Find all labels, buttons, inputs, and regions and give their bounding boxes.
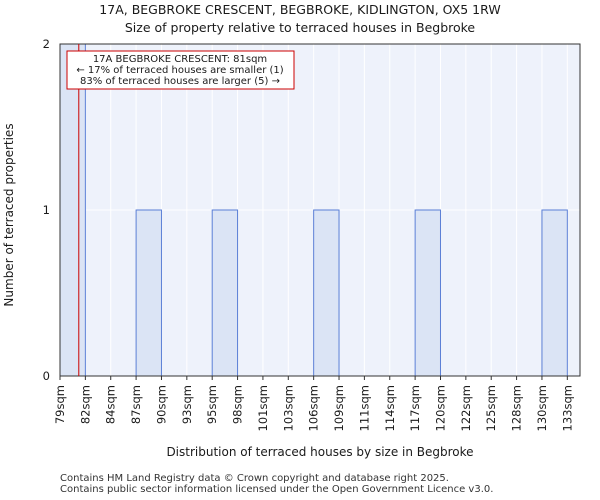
x-tick-label: 79sqm bbox=[53, 385, 67, 424]
y-tick-label: 1 bbox=[43, 203, 50, 217]
footer-line-2: Contains public sector information licen… bbox=[60, 484, 494, 495]
x-tick-label: 109sqm bbox=[332, 385, 346, 431]
x-tick-label: 133sqm bbox=[560, 385, 574, 431]
annotation-box: 17A BEGBROKE CRESCENT: 81sqm ← 17% of te… bbox=[66, 50, 295, 90]
y-tick-label: 2 bbox=[43, 37, 50, 51]
x-tick-label: 128sqm bbox=[510, 385, 524, 431]
annotation-line-2: ← 17% of terraced houses are smaller (1) bbox=[76, 65, 283, 76]
x-tick-label: 95sqm bbox=[205, 385, 219, 424]
chart-title-line-2: Size of property relative to terraced ho… bbox=[125, 20, 476, 35]
x-tick-label: 93sqm bbox=[180, 385, 194, 424]
bar bbox=[135, 209, 162, 377]
y-axis-label: Number of terraced properties bbox=[2, 123, 16, 306]
annotation-line-1: 17A BEGBROKE CRESCENT: 81sqm bbox=[93, 54, 267, 65]
x-tick-label: 122sqm bbox=[459, 385, 473, 431]
plot-frame bbox=[59, 43, 581, 377]
annotation-frame bbox=[66, 50, 295, 90]
bar bbox=[313, 209, 340, 377]
x-tick-label: 125sqm bbox=[484, 385, 498, 431]
x-ticks: 79sqm 82sqm 84sqm 87sqm 90sqm 93sqm 95sqm 98sqm… bbox=[53, 376, 574, 431]
x-tick-label: 90sqm bbox=[154, 385, 168, 424]
x-tick-label: 117sqm bbox=[408, 385, 422, 431]
bars bbox=[59, 43, 568, 377]
annotation-line-3: 83% of terraced houses are larger (5) → bbox=[80, 76, 280, 87]
bar bbox=[414, 209, 441, 377]
x-tick-label: 84sqm bbox=[104, 385, 118, 424]
x-tick-label: 82sqm bbox=[78, 385, 92, 424]
x-tick-label: 111sqm bbox=[357, 385, 371, 431]
x-tick-label: 101sqm bbox=[256, 385, 270, 431]
x-tick-label: 87sqm bbox=[129, 385, 143, 424]
x-tick-label: 120sqm bbox=[433, 385, 447, 431]
x-axis-label: Distribution of terraced houses by size … bbox=[166, 445, 473, 459]
y-ticks: 0 1 2 bbox=[43, 37, 50, 383]
footer-line-1: Contains HM Land Registry data © Crown c… bbox=[60, 473, 449, 484]
x-tick-label: 114sqm bbox=[383, 385, 397, 431]
y-tick-label: 0 bbox=[43, 369, 50, 383]
bar bbox=[541, 209, 568, 377]
x-tick-label: 103sqm bbox=[281, 385, 295, 431]
bar bbox=[211, 209, 239, 377]
x-tick-label: 106sqm bbox=[307, 385, 321, 431]
x-tick-label: 130sqm bbox=[535, 385, 549, 431]
bar bbox=[59, 43, 86, 377]
chart-title-line-1: 17A, BEGBROKE CRESCENT, BEGBROKE, KIDLIN… bbox=[99, 2, 500, 17]
x-tick-label: 98sqm bbox=[231, 385, 245, 424]
